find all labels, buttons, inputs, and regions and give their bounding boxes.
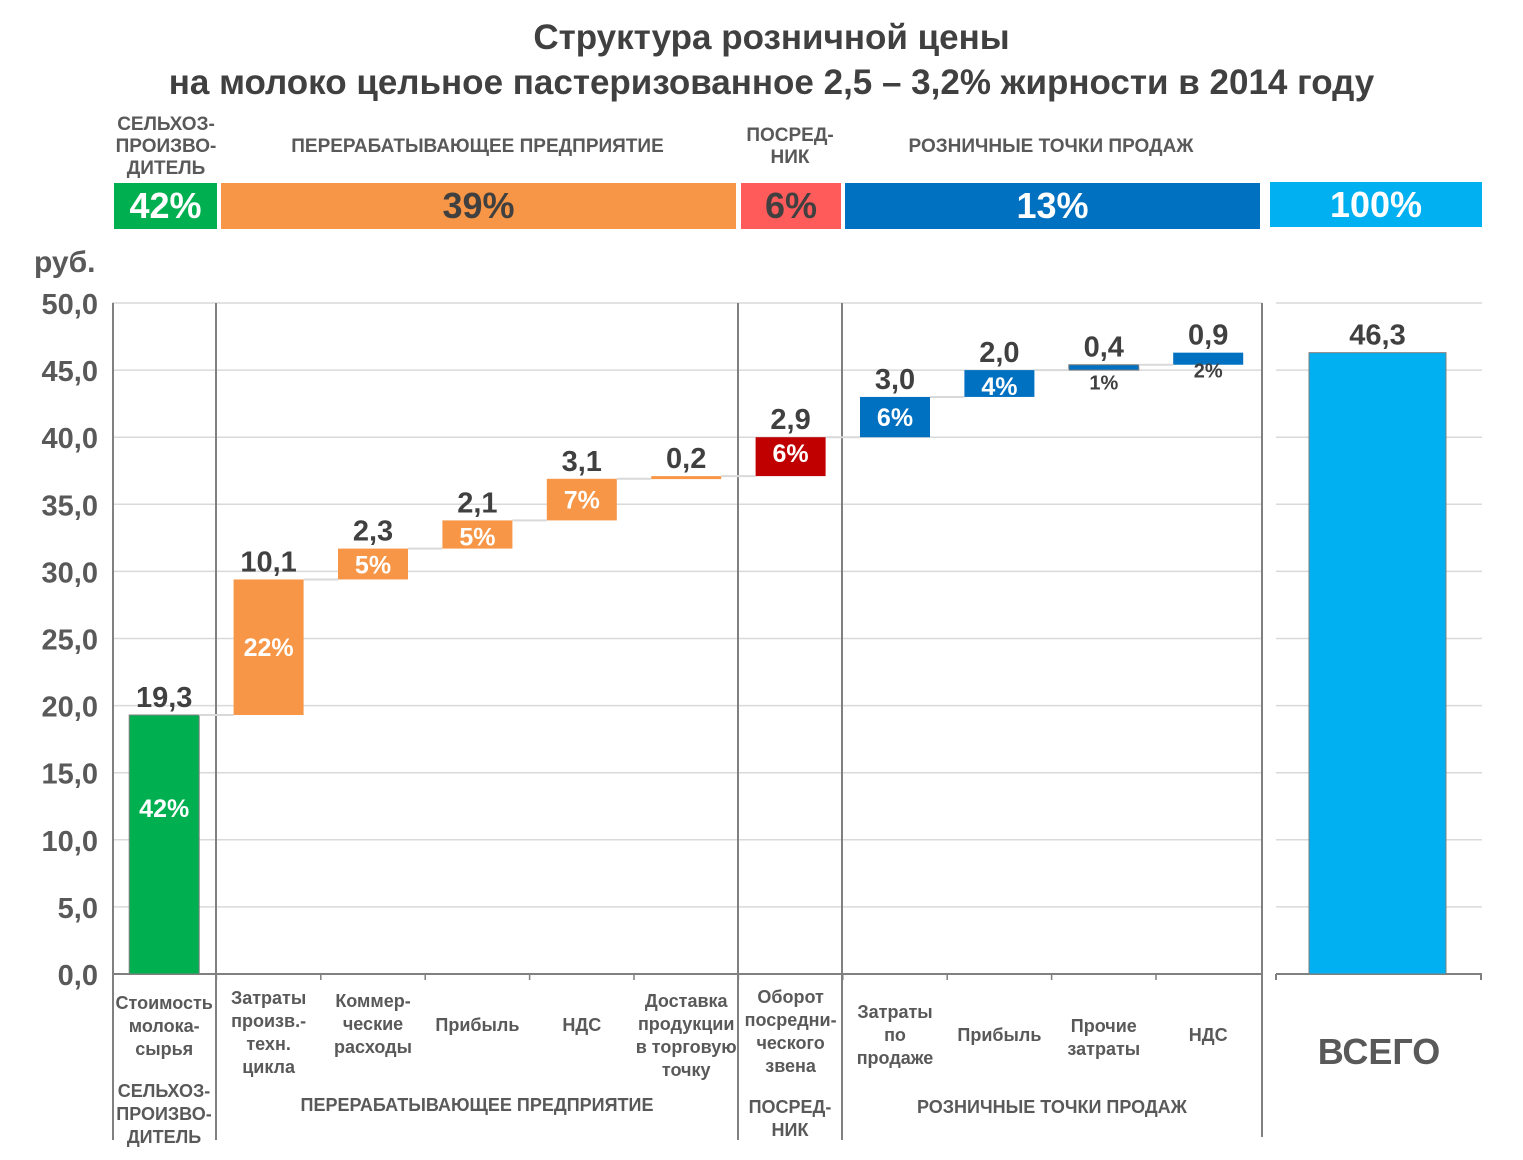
category-label: Затраты произв.- техн. цикла [230,988,307,1077]
category-label: Оборот посредни- ческого звена [744,987,837,1076]
value-label: 2,3 [353,516,393,548]
category-label: Стоимость молока- сырья [115,993,213,1059]
value-label: 19,3 [136,682,192,714]
value-label: 2,9 [770,404,810,436]
percent-label: 6% [877,404,913,432]
chart-title-line1: Структура розничной цены [533,18,1010,57]
group-label: СЕЛЬХОЗ- ПРОИЗВО- ДИТЕЛЬ [116,1081,212,1147]
header-producer: СЕЛЬХОЗ- ПРОИЗВО- ДИТЕЛЬ [115,114,217,179]
value-label: 2,0 [979,337,1019,369]
total-value-label: 46,3 [1349,320,1405,352]
y-tick-label: 30,0 [42,557,98,589]
chart-title-line2: на молоко цельное пастеризованное 2,5 – … [168,63,1375,102]
percent-label: 1% [1089,373,1118,395]
bar [546,478,617,521]
y-axis-ticks: 0,0 5,0 10,0 15,0 20,0 25,0 30,0 35,0 40,0 45,0 50… [42,289,98,992]
group-label: ПЕРЕРАБАТЫВАЮЩЕЕ ПРЕДПРИЯТИЕ [300,1095,654,1115]
y-tick-label: 35,0 [42,490,98,522]
y-tick-label: 25,0 [42,625,98,657]
bar [860,396,930,438]
y-tick-label: 0,0 [58,960,98,992]
band-intermediary: 6% [741,183,841,229]
group-label: ПОСРЕД- НИК [748,1097,832,1140]
y-tick-label: 5,0 [58,893,98,925]
band-processor: 39% [221,183,736,229]
bar [1068,364,1140,371]
bars [128,352,1447,975]
bar [338,548,408,580]
percent-label: 5% [355,552,391,580]
category-label: Прибыль [435,1015,520,1035]
value-label: 3,1 [562,446,602,478]
y-tick-label: 10,0 [42,826,98,858]
value-label: 0,4 [1084,332,1124,364]
value-label: 2,1 [457,487,497,519]
y-tick-label: 45,0 [42,356,98,388]
bar [1173,352,1244,365]
bar [755,437,826,477]
y-tick-label: 20,0 [42,692,98,724]
value-label: 10,1 [240,546,296,578]
category-label: НДС [562,1015,602,1035]
header-retail: РОЗНИЧНЫЕ ТОЧКИ ПРОДАЖ [908,136,1194,157]
total-bar [1308,352,1447,975]
percent-label: 22% [244,634,294,662]
category-label: Прочие затраты [1067,1016,1141,1059]
group-dividers [112,303,1482,1140]
band-producer: 42% [114,183,217,229]
connectors [199,363,1174,716]
gridlines [112,302,1482,975]
category-label: Затраты по продаже [856,1002,934,1068]
category-label: НДС [1188,1025,1228,1045]
category-label: Коммер- ческие расходы [334,991,412,1057]
category-label: Прибыль [957,1025,1042,1045]
percent-label: 2% [1194,361,1223,383]
data-labels: 19,3 42% 10,1 22% 2,3 5% 2,1 5% 3,1 7% 0,2 2,9 6% 3,0… [136,320,1406,823]
bar [651,476,722,480]
total-category-label: ВСЕГО [1317,1031,1441,1072]
percent-label: 5% [459,523,495,551]
y-tick-label: 40,0 [42,423,98,455]
percent-label: 4% [981,373,1017,401]
y-axis-unit-label: руб. [34,246,95,279]
value-label: 3,0 [875,364,915,396]
percent-label: 42% [139,795,189,823]
value-label: 0,9 [1188,320,1228,352]
percent-label: 6% [773,440,809,468]
group-label: РОЗНИЧНЫЕ ТОЧКИ ПРОДАЖ [917,1097,1187,1117]
category-label: Доставка продукции в торговую точку [635,991,737,1080]
band-total: 100% [1270,182,1482,227]
percent-label: 7% [564,487,600,515]
bar [233,579,304,715]
y-tick-label: 15,0 [42,759,98,791]
value-label: 0,2 [666,443,706,475]
band-retail: 13% [845,183,1260,229]
header-intermediary: ПОСРЕД- НИК [746,125,834,168]
header-processor: ПЕРЕРАБАТЫВАЮЩЕЕ ПРЕДПРИЯТИЕ [291,136,664,157]
bar [128,714,200,975]
bar [964,370,1035,397]
bar [442,520,513,549]
y-tick-label: 50,0 [42,289,98,321]
